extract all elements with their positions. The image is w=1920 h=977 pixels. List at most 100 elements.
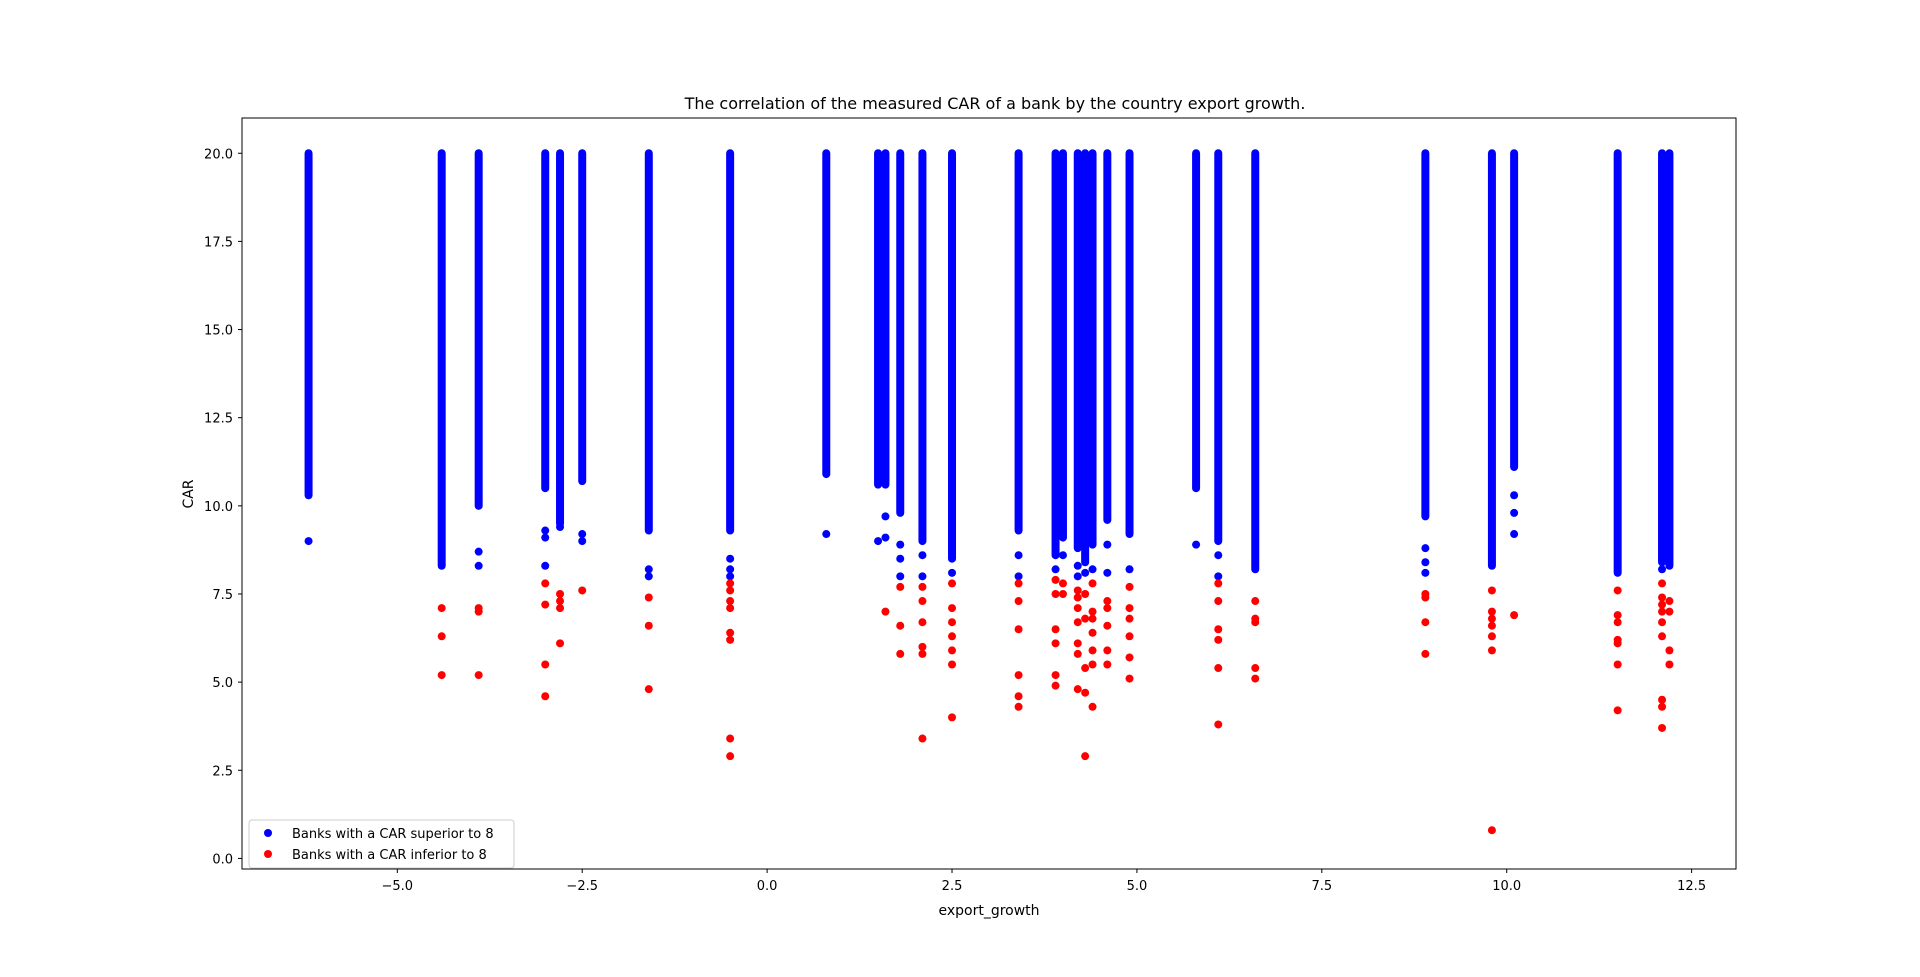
red-point <box>1125 614 1134 623</box>
y-tick-label: 5.0 <box>212 676 233 691</box>
blue-point-column <box>1058 149 1067 542</box>
red-point <box>1103 621 1112 630</box>
red-point <box>1125 582 1134 591</box>
red-point <box>1088 628 1097 637</box>
red-point <box>1251 618 1260 627</box>
blue-point-column <box>896 149 905 517</box>
red-point <box>1658 702 1667 711</box>
blue-point-column <box>726 149 735 535</box>
blue-point-column <box>1510 149 1519 472</box>
red-point <box>1081 688 1090 697</box>
red-point <box>1613 706 1622 715</box>
red-point <box>1658 723 1667 732</box>
x-tick-label: 5.0 <box>1127 879 1148 894</box>
red-point <box>726 734 735 743</box>
y-tick-label: 12.5 <box>204 412 233 427</box>
blue-point <box>1214 572 1223 581</box>
blue-point <box>1510 491 1519 500</box>
blue-point <box>726 565 735 574</box>
red-point <box>541 692 550 701</box>
red-point <box>896 649 905 658</box>
red-point <box>1014 671 1023 680</box>
blue-point <box>726 572 735 581</box>
red-point <box>1081 589 1090 598</box>
red-point <box>1088 614 1097 623</box>
red-point <box>948 604 957 613</box>
red-point <box>474 671 483 680</box>
red-point <box>726 597 735 606</box>
red-point <box>1214 625 1223 634</box>
red-point <box>948 713 957 722</box>
red-point <box>437 604 446 613</box>
legend-marker-blue <box>264 829 272 837</box>
red-point <box>726 752 735 761</box>
red-point <box>1073 586 1082 595</box>
red-point <box>1658 593 1667 602</box>
blue-point <box>918 572 927 581</box>
red-point <box>1051 589 1060 598</box>
red-point <box>896 621 905 630</box>
blue-point-column <box>556 149 565 528</box>
blue-point-column <box>1421 149 1430 521</box>
red-point <box>1665 607 1674 616</box>
x-tick-label: 12.5 <box>1677 879 1706 894</box>
blue-point <box>578 537 587 546</box>
red-point <box>1051 639 1060 648</box>
blue-point <box>1103 568 1112 577</box>
red-point <box>1058 579 1067 588</box>
blue-point-column <box>1088 149 1097 549</box>
red-point <box>1125 604 1134 613</box>
red-point <box>541 579 550 588</box>
red-point <box>1510 611 1519 620</box>
red-point <box>1613 611 1622 620</box>
red-point <box>1613 618 1622 627</box>
blue-point <box>541 561 550 570</box>
red-point <box>1214 597 1223 606</box>
blue-point-column <box>1125 149 1134 539</box>
blue-point <box>1214 551 1223 560</box>
red-point <box>437 632 446 641</box>
blue-point-column <box>304 149 313 500</box>
legend-label-blue: Banks with a CAR superior to 8 <box>292 827 494 842</box>
y-tick-label: 10.0 <box>204 500 233 515</box>
red-point <box>726 586 735 595</box>
red-point <box>1073 685 1082 694</box>
red-point <box>556 597 565 606</box>
red-point <box>1487 614 1496 623</box>
red-point <box>1658 695 1667 704</box>
blue-point-column <box>948 149 957 563</box>
blue-point-column <box>1665 149 1674 570</box>
red-point <box>1421 649 1430 658</box>
blue-point-column <box>437 149 446 570</box>
red-point <box>644 685 653 694</box>
red-point <box>1658 618 1667 627</box>
x-tick-label: 7.5 <box>1311 879 1332 894</box>
blue-point-column <box>1051 149 1060 560</box>
y-tick-label: 15.0 <box>204 324 233 339</box>
red-point <box>1051 575 1060 584</box>
red-point <box>1421 618 1430 627</box>
red-point <box>1073 639 1082 648</box>
y-axis-label: CAR <box>181 479 197 508</box>
red-point <box>1125 632 1134 641</box>
red-point <box>1088 607 1097 616</box>
red-point <box>918 618 927 627</box>
blue-point <box>1014 551 1023 560</box>
red-point <box>1214 579 1223 588</box>
red-point <box>1014 625 1023 634</box>
red-point <box>1658 607 1667 616</box>
blue-point <box>1510 530 1519 539</box>
red-point <box>1088 702 1097 711</box>
red-point <box>1421 593 1430 602</box>
red-point <box>1081 752 1090 761</box>
red-point <box>1125 674 1134 683</box>
red-point <box>556 589 565 598</box>
x-tick-label: −5.0 <box>382 879 414 894</box>
blue-point <box>474 547 483 556</box>
red-point <box>1658 600 1667 609</box>
red-point <box>1251 674 1260 683</box>
blue-point <box>896 554 905 563</box>
blue-point-column <box>918 149 927 546</box>
y-tick-label: 2.5 <box>212 764 233 779</box>
y-tick-label: 17.5 <box>204 235 233 250</box>
